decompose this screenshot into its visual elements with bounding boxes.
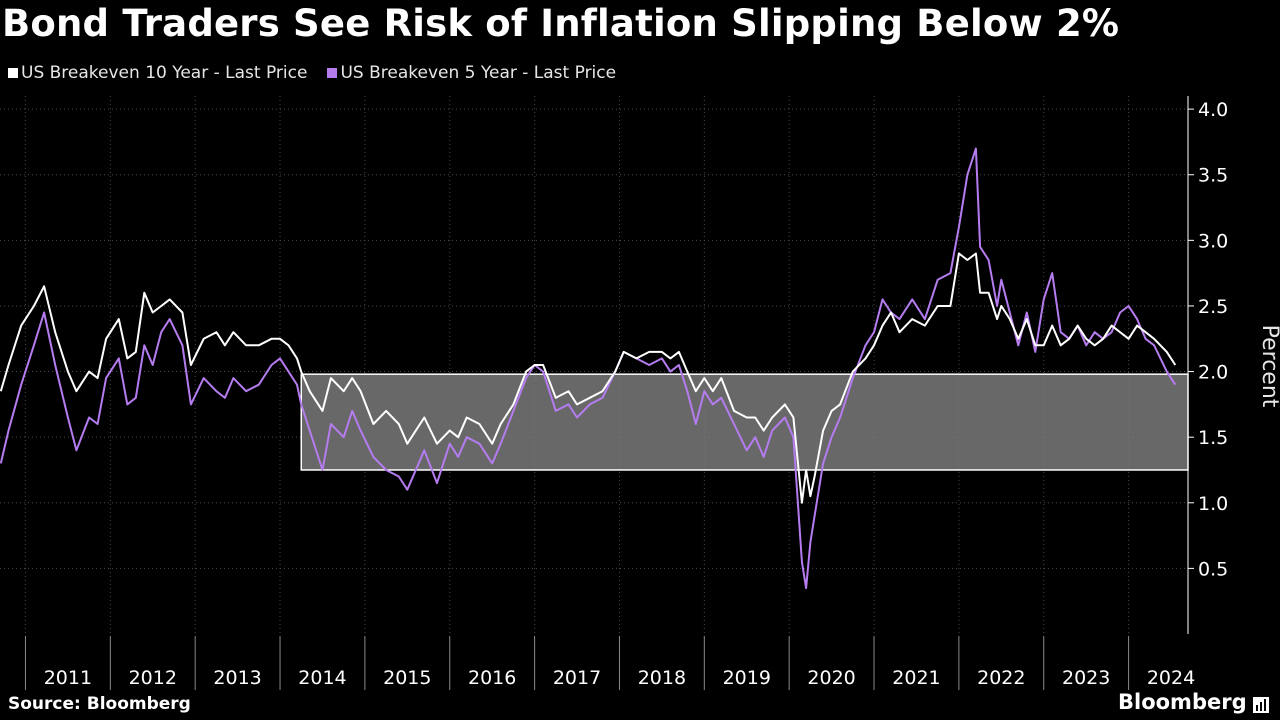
x-tick-label: 2022 — [977, 667, 1025, 689]
legend-label-10-year: US Breakeven 10 Year - Last Price — [21, 63, 308, 83]
source-note: Source: Bloomberg — [8, 694, 191, 714]
target-band — [300, 373, 1189, 471]
chart-title: Bond Traders See Risk of Inflation Slipp… — [2, 2, 1120, 45]
legend-label-5-year: US Breakeven 5 Year - Last Price — [340, 63, 617, 83]
x-tick-label: 2018 — [638, 667, 686, 689]
x-tick-label: 2014 — [298, 667, 346, 689]
y-tick-label: 1.5 — [1198, 427, 1228, 449]
x-tick-label: 2011 — [44, 667, 92, 689]
y-tick-label: 2.5 — [1198, 296, 1228, 318]
y-tick-label: 3.0 — [1198, 230, 1228, 252]
legend-swatch-5-year — [327, 68, 338, 78]
x-tick-label: 2017 — [553, 667, 601, 689]
chart-square-icon — [1253, 697, 1269, 713]
target-band-rect — [300, 373, 1189, 471]
brand-name: Bloomberg — [1118, 690, 1247, 714]
y-tick-label: 4.0 — [1198, 99, 1228, 121]
y-axis-label: Percent — [1257, 325, 1280, 408]
y-tick-label: 1.0 — [1198, 493, 1228, 515]
x-tick-label: 2021 — [892, 667, 940, 689]
x-tick-label: 2019 — [723, 667, 771, 689]
x-tick-label: 2023 — [1062, 667, 1110, 689]
grid-lines — [0, 96, 1188, 634]
x-tick-label: 2020 — [807, 667, 855, 689]
legend-item-10-year: US Breakeven 10 Year - Last Price — [8, 63, 307, 83]
x-tick-label: 2013 — [213, 667, 261, 689]
series-line-5-year — [0, 147, 1177, 590]
x-tick-label: 2012 — [129, 667, 177, 689]
y-tick-label: 0.5 — [1198, 558, 1228, 580]
x-tick-label: 2016 — [468, 667, 516, 689]
x-tick-label: 2015 — [383, 667, 431, 689]
legend-item-5-year: US Breakeven 5 Year - Last Price — [327, 63, 616, 83]
axes: 2011 2012 2013 2014 2015 2016 2017 2018 2019 2020… — [24, 96, 1228, 690]
series-lines — [0, 147, 1177, 590]
y-tick-label: 3.5 — [1198, 165, 1228, 187]
legend: US Breakeven 10 Year - Last Price US Bre… — [8, 63, 616, 83]
series-line-10-year — [0, 252, 1177, 504]
legend-swatch-10-year — [8, 68, 18, 78]
x-tick-label: 2024 — [1147, 667, 1195, 689]
y-tick-label: 2.0 — [1198, 362, 1228, 384]
